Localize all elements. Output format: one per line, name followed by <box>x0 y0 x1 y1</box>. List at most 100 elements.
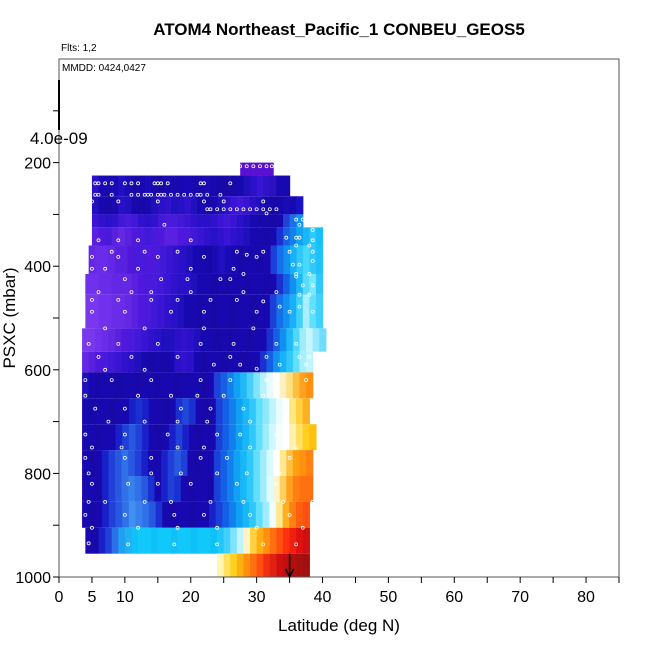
heatmap-cell <box>269 196 278 215</box>
heatmap-cell <box>223 294 231 329</box>
sample-point <box>248 419 252 424</box>
x-tick-label: 30 <box>248 589 266 606</box>
sample-point <box>169 393 173 398</box>
sample-point <box>175 354 180 359</box>
heatmap-cell <box>269 553 278 577</box>
heatmap-cell <box>131 273 139 295</box>
heatmap-cell <box>151 175 159 197</box>
heatmap-cell <box>223 227 231 246</box>
heatmap-cell <box>223 175 231 197</box>
sample-point <box>116 254 121 259</box>
heatmap-cell <box>319 328 327 352</box>
sample-point <box>310 228 315 232</box>
heatmap-cell <box>279 372 287 399</box>
sample-point <box>109 378 114 383</box>
heatmap-cell <box>151 214 159 228</box>
sample-point <box>300 525 305 530</box>
heatmap-cell <box>154 328 162 352</box>
heatmap-cell <box>236 273 245 295</box>
heatmap-cell <box>213 372 222 399</box>
heatmap-cell <box>88 351 96 373</box>
heatmap-cell <box>101 475 110 502</box>
sample-point <box>142 419 147 424</box>
heatmap-cell <box>144 527 152 554</box>
heatmap-cell <box>128 372 136 399</box>
sample-point <box>277 471 282 476</box>
heatmap-cell <box>102 398 110 425</box>
heatmap-cell <box>276 527 284 554</box>
heatmap-cell <box>187 351 195 373</box>
heatmap-cell <box>184 214 192 228</box>
heatmap-cell <box>217 227 225 246</box>
sample-point <box>264 211 269 216</box>
heatmap-cell <box>128 475 136 502</box>
heatmap-cell <box>187 475 195 502</box>
sample-point <box>228 277 233 282</box>
heatmap-cell <box>141 372 149 399</box>
heatmap-cell <box>128 398 137 425</box>
heatmap-cell <box>114 245 122 274</box>
heatmap-cell <box>88 475 96 502</box>
sample-point <box>175 525 180 530</box>
heatmap-cell <box>283 214 291 228</box>
heatmap-cell <box>115 450 123 476</box>
heatmap-cell <box>235 424 244 451</box>
heatmap-cell <box>306 450 314 476</box>
heatmap-cell <box>296 214 304 228</box>
heatmap-cell <box>147 351 156 373</box>
heatmap-cell <box>98 196 106 215</box>
sample-point <box>169 192 173 197</box>
heatmap-cell <box>180 372 189 399</box>
sample-point <box>90 266 94 271</box>
sample-point <box>86 541 91 546</box>
heatmap-cell <box>88 372 96 399</box>
heatmap-cell <box>105 527 113 554</box>
heatmap-cell <box>249 398 257 425</box>
heatmap-cell <box>148 501 157 528</box>
heatmap-cell <box>243 227 251 246</box>
heatmap-cell <box>235 501 244 528</box>
sample-point <box>300 283 305 288</box>
heatmap-cell <box>253 372 261 399</box>
sample-point <box>175 445 180 450</box>
heatmap-cell <box>98 294 106 329</box>
sample-point <box>287 249 292 254</box>
heatmap-cell <box>122 398 130 425</box>
sample-point <box>241 272 246 276</box>
heatmap-cell <box>164 527 172 554</box>
heatmap-cell <box>101 450 110 476</box>
sample-point <box>129 181 134 186</box>
heatmap-cell <box>269 227 278 246</box>
heatmap-cell <box>256 273 264 295</box>
heatmap-cell <box>253 328 261 352</box>
sample-point <box>155 341 160 346</box>
sample-point <box>290 262 295 267</box>
heatmap-cell <box>167 372 175 399</box>
heatmap-cell <box>128 450 136 476</box>
heatmap-cell <box>173 245 181 274</box>
heatmap-cell <box>250 175 258 197</box>
sample-point <box>188 238 193 243</box>
sample-point <box>90 445 94 450</box>
sample-point <box>284 235 289 240</box>
heatmap-cell <box>187 328 195 352</box>
sample-point <box>297 354 302 359</box>
heatmap-cell <box>269 175 278 197</box>
heatmap-cell <box>155 501 163 528</box>
heatmap-cell <box>105 175 113 197</box>
heatmap-cell <box>266 475 274 502</box>
heatmap-cell <box>118 214 126 228</box>
heatmap-cell <box>273 351 281 373</box>
heatmap-cell <box>85 294 93 329</box>
sample-point <box>136 525 140 530</box>
heatmap-cell <box>292 475 301 502</box>
heatmap-cell <box>195 398 203 425</box>
heatmap-cell <box>302 294 310 329</box>
heatmap-cell <box>202 398 210 425</box>
heatmap-cell <box>207 372 215 399</box>
heatmap-cell <box>256 175 264 197</box>
heatmap-cell <box>95 245 103 274</box>
sample-point <box>90 254 94 259</box>
heatmap-cell <box>138 175 146 197</box>
